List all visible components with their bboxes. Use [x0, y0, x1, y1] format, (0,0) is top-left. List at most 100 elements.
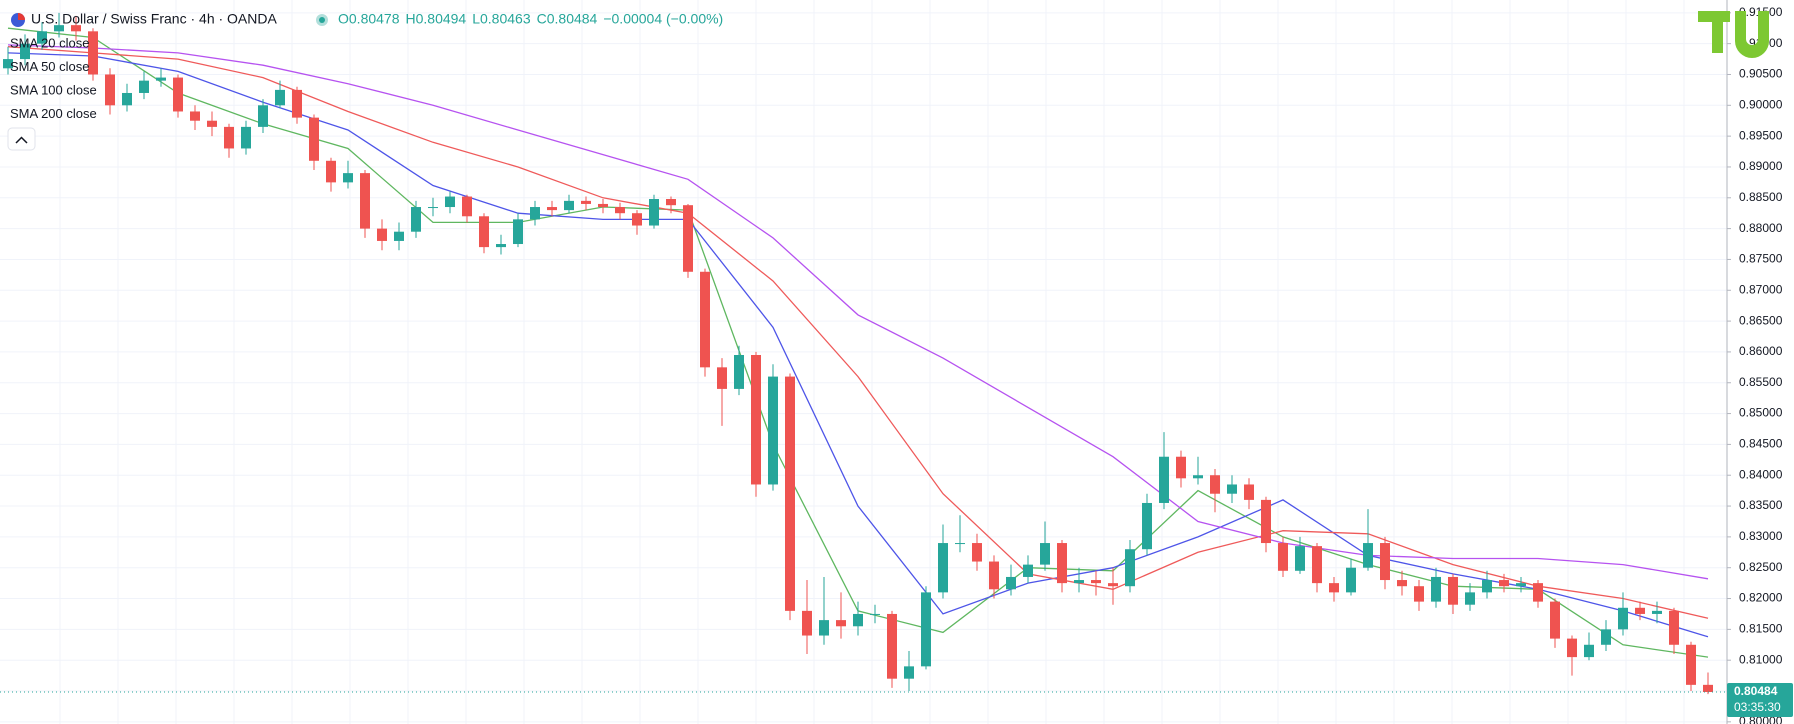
y-tick-label: 0.82500 — [1739, 560, 1783, 574]
candle-body — [37, 31, 47, 44]
candle-body — [71, 25, 81, 32]
y-tick-label: 0.81500 — [1739, 622, 1783, 636]
y-tick-label: 0.83500 — [1739, 498, 1783, 512]
candle-body — [343, 173, 353, 183]
candle-body — [1346, 567, 1356, 593]
y-tick-label: 0.84000 — [1739, 467, 1783, 481]
candle-body — [105, 74, 115, 106]
candle-body — [1193, 475, 1203, 479]
candle-body — [1550, 601, 1560, 639]
y-tick-label: 0.85500 — [1739, 375, 1783, 389]
candle-body — [598, 203, 608, 208]
candle-body — [581, 200, 591, 204]
legend-entry: SMA 100 close — [10, 82, 97, 97]
candle-body — [1414, 586, 1424, 602]
candle-body — [989, 561, 999, 590]
y-tick-label: 0.82000 — [1739, 591, 1783, 605]
candle-body — [1703, 684, 1713, 693]
y-tick-label: 0.81000 — [1739, 652, 1783, 666]
candle-body — [462, 196, 472, 217]
candle-body — [683, 205, 693, 272]
y-tick-label: 0.84500 — [1739, 437, 1783, 451]
candle-body — [173, 77, 183, 112]
candle-body — [54, 25, 64, 32]
candle-body — [819, 620, 829, 636]
candle-body — [1686, 644, 1696, 685]
candle-body — [1091, 580, 1101, 584]
candle-body — [1363, 543, 1373, 568]
candle-body — [530, 207, 540, 220]
candle-body — [1040, 543, 1050, 565]
candle-body — [564, 200, 574, 211]
legend-entry: SMA 20 close — [10, 35, 90, 50]
y-tick-label: 0.88000 — [1739, 221, 1783, 235]
candle-body — [428, 207, 438, 209]
candle-body — [1618, 607, 1628, 630]
collapse-icon — [15, 136, 28, 144]
candle-body — [1176, 456, 1186, 479]
y-tick-label: 0.86000 — [1739, 344, 1783, 358]
y-tick-label: 0.90000 — [1739, 97, 1783, 111]
candle-body — [479, 216, 489, 248]
candle-body — [156, 77, 166, 81]
candle-body — [768, 376, 778, 485]
candle-body — [1584, 644, 1594, 658]
candle-body — [1431, 576, 1441, 602]
candle-body — [632, 213, 642, 226]
sma-line — [7, 52, 1709, 638]
candle-body — [649, 199, 659, 226]
candle-body — [139, 80, 149, 93]
candle-body — [1482, 580, 1492, 593]
y-tick-label: 0.87000 — [1739, 282, 1783, 296]
candle-body — [734, 355, 744, 389]
candle-body — [972, 543, 982, 562]
legend-entry: SMA 50 close — [10, 59, 90, 74]
candle-body — [836, 620, 846, 627]
candle-body — [615, 207, 625, 214]
price-axis: 0.800000.805000.810000.815000.820000.825… — [1727, 5, 1783, 724]
y-tick-label: 0.83000 — [1739, 529, 1783, 543]
candle-body — [1278, 543, 1288, 571]
candle-body — [20, 43, 30, 60]
candle-body — [1448, 576, 1458, 605]
candle-body — [1380, 543, 1390, 581]
logo — [1698, 11, 1769, 58]
indicator-legend: SMA 20 close SMA 50 close SMA 100 close SMA… — [10, 35, 97, 121]
candle-body — [717, 367, 727, 389]
candle-body — [751, 355, 761, 485]
candle-body — [870, 613, 880, 615]
y-tick-label: 0.80000 — [1739, 714, 1783, 724]
candle-body — [887, 613, 897, 679]
candle-body — [700, 271, 710, 368]
candle-body — [1635, 607, 1645, 614]
countdown-label: 03:35:30 — [1734, 700, 1781, 714]
candle-body — [122, 92, 132, 106]
y-tick-label: 0.90500 — [1739, 67, 1783, 81]
candle-body — [377, 228, 387, 241]
candle-body — [1244, 484, 1254, 500]
collapse-button[interactable] — [7, 127, 36, 151]
candle-body — [394, 231, 404, 241]
candle-body — [1261, 499, 1271, 544]
ohlc-values: O0.80478 H0.80494 L0.80463 C0.80484 −0.00004… — [338, 11, 723, 27]
candle-body — [411, 207, 421, 232]
candle-body — [1295, 546, 1305, 571]
candle-body — [1006, 576, 1016, 590]
candle-body — [1210, 475, 1220, 494]
candle-body — [445, 196, 455, 208]
ohlc-value: O0.80478 — [338, 11, 400, 27]
candle-body — [190, 111, 200, 121]
candle-body — [1652, 610, 1662, 614]
ohlc-value: H0.80494 — [406, 11, 467, 27]
candle-body — [1074, 580, 1084, 584]
horizontal-grid — [0, 12, 1727, 723]
candle-body — [360, 173, 370, 229]
logo-u — [1735, 11, 1769, 58]
candle-body — [785, 376, 795, 611]
candle-body — [292, 89, 302, 118]
candle-body — [496, 244, 506, 248]
y-tick-label: 0.86500 — [1739, 313, 1783, 327]
candle-body — [88, 31, 98, 75]
candle-body — [802, 610, 812, 636]
